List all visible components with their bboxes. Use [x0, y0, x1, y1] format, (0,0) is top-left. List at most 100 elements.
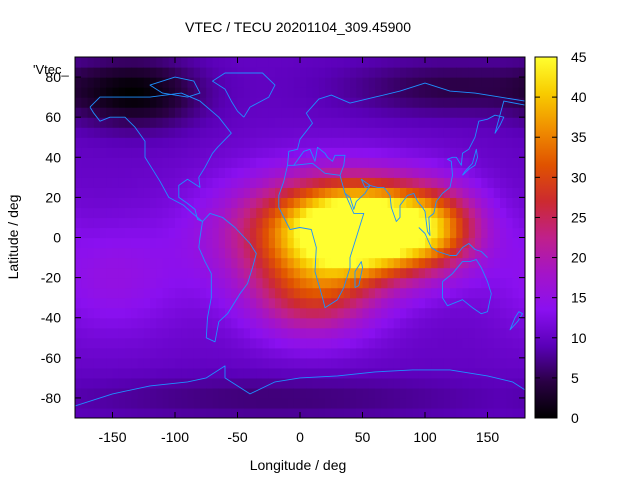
heat-cell: [306, 367, 314, 379]
heat-cell: [175, 387, 182, 399]
heat-cell: [306, 267, 314, 279]
heat-cell: [143, 57, 151, 68]
heat-cell: [437, 217, 445, 229]
heat-cell: [193, 407, 201, 418]
heat-cell: [256, 77, 264, 88]
heat-cell: [468, 147, 476, 158]
heat-cell: [443, 187, 451, 198]
heat-cell: [400, 157, 407, 168]
heat-cell: [443, 137, 451, 148]
heat-cell: [193, 177, 201, 188]
heat-cell: [462, 217, 470, 229]
heat-cell: [287, 287, 295, 299]
heat-cell: [200, 277, 207, 289]
heat-cell: [318, 97, 326, 108]
heat-cell: [425, 197, 432, 209]
heat-cell: [337, 307, 345, 319]
heat-cell: [393, 287, 401, 299]
heat-cell: [156, 187, 164, 198]
heat-cell: [287, 277, 295, 289]
heat-cell: [87, 237, 95, 249]
heat-cell: [287, 397, 295, 409]
heat-cell: [393, 337, 401, 349]
heat-cell: [450, 187, 457, 198]
heat-cell: [106, 407, 114, 418]
heat-cell: [187, 247, 195, 259]
heat-cell: [150, 97, 157, 108]
heat-cell: [162, 127, 170, 138]
heat-cell: [487, 317, 495, 329]
heat-cell: [150, 257, 157, 269]
heat-cell: [112, 287, 120, 299]
heat-cell: [512, 77, 520, 88]
heat-cell: [87, 367, 95, 379]
heat-cell: [437, 277, 445, 289]
heat-cell: [150, 157, 157, 168]
heat-cell: [418, 287, 426, 299]
heat-cell: [193, 237, 201, 249]
heat-cell: [350, 387, 357, 399]
heat-cell: [125, 97, 132, 108]
heat-cell: [250, 407, 257, 418]
heat-cell: [381, 217, 389, 229]
heat-cell: [412, 97, 420, 108]
heat-cell: [143, 187, 151, 198]
heat-cell: [418, 407, 426, 418]
chart-title: VTEC / TECU 20201104_309.45900: [185, 19, 411, 35]
heat-cell: [243, 267, 251, 279]
heat-cell: [131, 377, 139, 389]
heat-cell: [156, 357, 164, 369]
heat-cell: [125, 177, 132, 188]
heat-cell: [175, 87, 182, 98]
heat-cell: [456, 347, 464, 359]
heat-cell: [487, 327, 495, 339]
heat-cell: [131, 407, 139, 418]
heat-cell: [262, 107, 270, 118]
heat-cell: [206, 257, 214, 269]
heat-cell: [268, 157, 276, 168]
heat-cell: [468, 337, 476, 349]
heat-cell: [481, 207, 489, 219]
heat-cell: [350, 157, 357, 168]
heat-cell: [350, 407, 357, 418]
heat-cell: [237, 67, 245, 78]
heat-cell: [250, 97, 257, 108]
heat-cell: [318, 307, 326, 319]
heat-cell: [462, 397, 470, 409]
heat-cell: [106, 377, 114, 389]
coastline-path: [293, 146, 346, 176]
heat-cell: [306, 287, 314, 299]
heat-cell: [218, 267, 226, 279]
heat-cell: [487, 127, 495, 138]
heatmap-grid: [75, 57, 525, 418]
heat-cell: [431, 187, 439, 198]
heat-cell: [512, 407, 520, 418]
heat-cell: [118, 317, 126, 329]
heat-cell: [75, 327, 82, 339]
heat-cell: [425, 237, 432, 249]
heat-cell: [381, 177, 389, 188]
heat-cell: [293, 187, 301, 198]
heat-cell: [287, 117, 295, 128]
heat-cell: [162, 87, 170, 98]
heat-cell: [131, 127, 139, 138]
heat-cell: [187, 97, 195, 108]
heat-cell: [100, 307, 107, 319]
heat-cell: [418, 347, 426, 359]
heat-cell: [356, 247, 364, 259]
heat-cell: [368, 297, 376, 309]
heat-cell: [81, 177, 89, 188]
heat-cell: [475, 207, 482, 219]
heat-cell: [425, 247, 432, 259]
heat-cell: [406, 227, 414, 239]
heat-cell: [381, 107, 389, 118]
heat-cell: [437, 257, 445, 269]
heat-cell: [306, 167, 314, 178]
heat-cell: [250, 347, 257, 359]
heat-cell: [350, 287, 357, 299]
heat-cell: [343, 297, 351, 309]
heat-cell: [206, 67, 214, 78]
heat-cell: [275, 187, 282, 198]
heat-cell: [131, 237, 139, 249]
heat-cell: [181, 347, 189, 359]
